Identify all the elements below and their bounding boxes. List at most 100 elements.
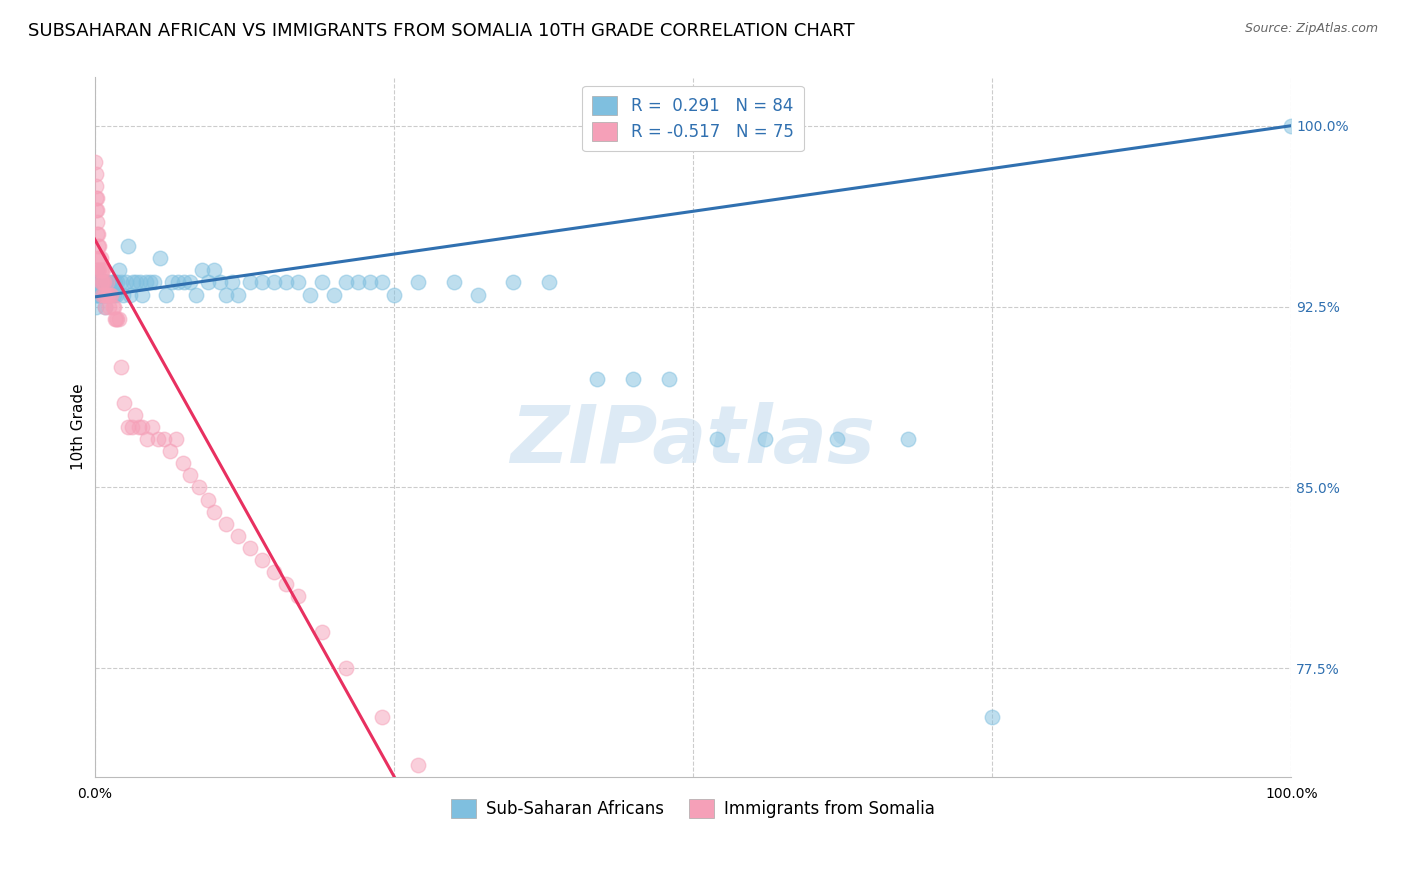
Point: [110, 276, 132, 290]
Point: [104, 276, 127, 290]
Point: [897, 432, 920, 446]
Point: [114, 276, 136, 290]
Point: [96, 287, 118, 301]
Point: [87, 252, 110, 266]
Point: [124, 408, 146, 422]
Point: [90, 263, 112, 277]
Point: [84, 167, 107, 181]
Point: [274, 577, 297, 591]
Point: [117, 239, 139, 253]
Point: [371, 709, 394, 723]
Point: [94, 300, 117, 314]
Point: [287, 276, 309, 290]
Point: [94, 300, 117, 314]
Y-axis label: 10th Grade: 10th Grade: [72, 384, 86, 470]
Point: [186, 287, 208, 301]
Point: [120, 287, 142, 301]
Point: [191, 263, 214, 277]
Point: [825, 432, 848, 446]
Point: [335, 661, 357, 675]
Legend: Sub-Saharan Africans, Immigrants from Somalia: Sub-Saharan Africans, Immigrants from So…: [444, 792, 942, 824]
Point: [84, 287, 107, 301]
Point: [406, 757, 429, 772]
Point: [105, 311, 128, 326]
Point: [87, 227, 110, 242]
Point: [250, 276, 273, 290]
Point: [86, 203, 108, 218]
Point: [91, 263, 114, 277]
Point: [122, 276, 145, 290]
Point: [621, 372, 644, 386]
Point: [103, 300, 125, 314]
Point: [100, 287, 122, 301]
Point: [98, 276, 121, 290]
Point: [87, 287, 110, 301]
Point: [87, 239, 110, 253]
Point: [105, 287, 128, 301]
Point: [89, 287, 111, 301]
Point: [83, 154, 105, 169]
Point: [215, 287, 238, 301]
Point: [128, 420, 150, 434]
Point: [86, 287, 108, 301]
Point: [981, 709, 1004, 723]
Point: [153, 432, 176, 446]
Point: [90, 263, 112, 277]
Point: [100, 287, 122, 301]
Point: [103, 287, 125, 301]
Point: [90, 276, 112, 290]
Point: [89, 239, 111, 253]
Point: [1279, 119, 1302, 133]
Point: [215, 516, 238, 531]
Point: [347, 276, 370, 290]
Text: ZIPatlas: ZIPatlas: [510, 402, 876, 480]
Point: [454, 818, 477, 832]
Point: [131, 420, 153, 434]
Point: [90, 276, 112, 290]
Point: [121, 420, 143, 434]
Point: [86, 227, 108, 242]
Point: [202, 263, 225, 277]
Point: [311, 625, 333, 640]
Point: [97, 300, 120, 314]
Point: [658, 372, 681, 386]
Point: [117, 420, 139, 434]
Point: [98, 287, 121, 301]
Point: [131, 287, 153, 301]
Point: [104, 311, 127, 326]
Point: [172, 456, 194, 470]
Point: [263, 565, 285, 579]
Point: [87, 263, 110, 277]
Point: [263, 276, 285, 290]
Point: [93, 276, 115, 290]
Point: [754, 432, 776, 446]
Point: [502, 276, 524, 290]
Point: [105, 311, 128, 326]
Point: [125, 276, 148, 290]
Point: [89, 263, 111, 277]
Point: [91, 276, 114, 290]
Point: [502, 879, 524, 892]
Point: [96, 287, 118, 301]
Point: [467, 287, 489, 301]
Point: [105, 276, 128, 290]
Point: [90, 252, 112, 266]
Point: [89, 276, 111, 290]
Point: [90, 276, 112, 290]
Point: [84, 300, 107, 314]
Point: [87, 276, 110, 290]
Point: [239, 541, 262, 555]
Point: [287, 589, 309, 603]
Point: [141, 420, 163, 434]
Point: [298, 287, 321, 301]
Point: [91, 287, 114, 301]
Point: [197, 492, 219, 507]
Point: [84, 178, 107, 193]
Point: [86, 191, 108, 205]
Point: [173, 276, 195, 290]
Point: [136, 432, 159, 446]
Point: [97, 287, 120, 301]
Point: [197, 276, 219, 290]
Point: [93, 287, 115, 301]
Point: [221, 276, 243, 290]
